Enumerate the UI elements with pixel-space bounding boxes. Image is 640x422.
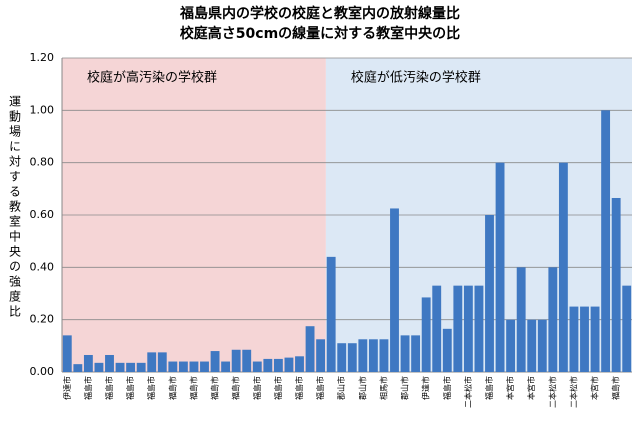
x-tick-label: 福島市 [210, 376, 220, 400]
x-tick-label: 福島市 [442, 376, 452, 400]
bar [242, 349, 252, 372]
x-tick-label: 福島市 [146, 376, 156, 400]
x-tick-label: 郡山市 [336, 376, 346, 400]
bar [73, 364, 83, 372]
bar [432, 285, 442, 372]
bar [580, 306, 589, 372]
bar [337, 343, 347, 372]
bar [358, 339, 368, 372]
bar [368, 339, 378, 372]
bar [147, 352, 157, 372]
bar [284, 357, 294, 372]
bar [548, 267, 558, 372]
y-tick-label: 1.20 [30, 51, 55, 64]
x-tick-label: 福島市 [611, 376, 621, 400]
x-tick-label: 福島市 [167, 376, 177, 400]
y-tick-label: 1.00 [30, 103, 55, 116]
bar [590, 306, 600, 372]
x-tick-label: 福島市 [104, 376, 114, 400]
bar [263, 358, 273, 372]
x-tick-label: 郡山市 [400, 376, 410, 400]
region-label: 校庭が低汚染の学校群 [351, 70, 481, 86]
bar [115, 362, 125, 372]
x-tick-label: 福島市 [273, 376, 283, 400]
bar [411, 335, 421, 372]
x-tick-label: 二本松市 [568, 376, 578, 408]
bar [485, 215, 494, 372]
y-tick-label: 0.60 [30, 208, 55, 221]
bar [347, 343, 357, 372]
x-tick-label: 本宮市 [505, 376, 515, 400]
bar [506, 319, 516, 372]
x-tick-label: 伊達市 [62, 376, 72, 400]
y-tick-label: 0.40 [30, 260, 55, 273]
x-tick-label: 二本松市 [547, 376, 557, 408]
bar [569, 306, 579, 372]
bar [601, 110, 611, 372]
bar [421, 297, 431, 372]
bar [442, 328, 452, 372]
bar [252, 361, 262, 372]
bar [157, 352, 167, 372]
bar [105, 354, 114, 372]
bar [474, 285, 484, 372]
y-axis-label: 運動場に対する教室中央の強度比 [8, 95, 22, 320]
x-tick-label: 二本松市 [463, 376, 473, 408]
x-tick-label: 相馬市 [378, 376, 388, 400]
x-tick-label: 福島市 [484, 376, 494, 400]
bar [295, 356, 304, 372]
bar [62, 335, 72, 372]
bar [622, 285, 632, 372]
bar [400, 335, 410, 372]
bar [390, 208, 399, 372]
x-tick-label: 福島市 [188, 376, 198, 400]
x-tick-label: 本宮市 [590, 376, 600, 400]
x-tick-label: 福島市 [315, 376, 325, 400]
x-tick-label: 福島市 [252, 376, 262, 400]
bar [200, 361, 209, 372]
bar [495, 162, 505, 372]
chart-title: 福島県内の学校の校庭と教室内の放射線量比 [179, 5, 460, 22]
bar [178, 361, 188, 372]
x-tick-label: 本宮市 [526, 376, 536, 400]
bar [273, 358, 283, 372]
bar [221, 361, 231, 372]
x-tick-label: 福島市 [83, 376, 93, 400]
x-tick-label: 郡山市 [357, 376, 367, 400]
bar [83, 354, 93, 372]
bar [189, 361, 199, 372]
bar [94, 362, 104, 372]
bar [558, 162, 568, 372]
chart-title: 校庭高さ50cmの線量に対する教室中央の比 [180, 25, 460, 42]
y-tick-label: 0.00 [30, 365, 55, 378]
x-tick-label: 伊達市 [421, 376, 431, 400]
bar [316, 339, 326, 372]
bar [305, 326, 315, 372]
region-label: 校庭が高汚染の学校群 [87, 70, 217, 86]
bar [168, 361, 178, 372]
y-tick-label: 0.20 [30, 313, 55, 326]
bar [527, 319, 537, 372]
bar [537, 319, 547, 372]
x-tick-label: 福島市 [125, 376, 135, 400]
bar [231, 349, 241, 372]
y-tick-label: 0.80 [30, 156, 55, 169]
bar [516, 267, 526, 372]
bar [326, 256, 336, 372]
bar [210, 351, 220, 372]
bar [453, 285, 463, 372]
x-tick-label: 福島市 [294, 376, 304, 400]
x-tick-label: 福島市 [231, 376, 241, 400]
bar [463, 285, 473, 372]
bar [136, 362, 146, 372]
bar [126, 362, 136, 372]
bar [379, 339, 389, 372]
bar [611, 197, 621, 372]
